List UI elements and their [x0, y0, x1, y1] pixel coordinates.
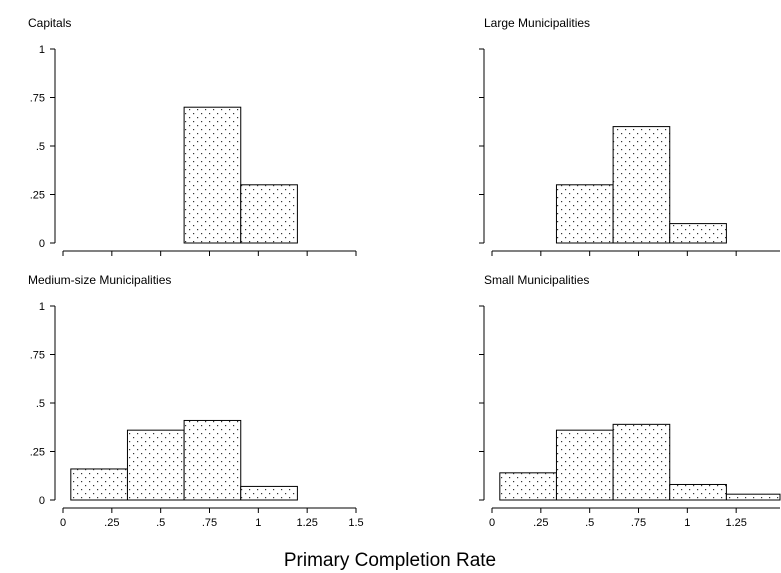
x-axis-title: Primary Completion Rate: [284, 550, 496, 571]
histogram-bar: [555, 429, 614, 501]
y-tick-label: .25: [30, 447, 45, 459]
histogram-bar: [555, 184, 614, 244]
panel-title: Medium-size Municipalities: [28, 273, 171, 287]
histogram-bar: [669, 223, 727, 244]
histogram-bar: [240, 485, 298, 501]
panel-2: Large Municipalities: [479, 16, 780, 256]
histogram-bar: [669, 483, 727, 501]
histogram-bar: [612, 126, 671, 244]
x-tick-label: 1.5: [348, 517, 363, 529]
x-tick-label: .75: [631, 517, 646, 529]
panel-3: Medium-size Municipalities 0 .25 .5 .75 1 0 .25…: [28, 273, 364, 529]
histogram-bar: [612, 423, 671, 501]
histogram-bar: [499, 472, 557, 501]
panel-title: Capitals: [28, 16, 71, 30]
histogram-bar: [240, 184, 298, 244]
x-tick-label: 0: [489, 517, 495, 529]
y-tick-label: 1: [39, 44, 45, 56]
panel-1: Capitals 0 .25 .5 .75 1: [28, 16, 357, 256]
x-tick-label: 1.25: [725, 517, 746, 529]
y-tick-label: 1: [39, 301, 45, 313]
y-tick-label: .75: [30, 93, 45, 105]
y-tick-label: 0: [39, 238, 45, 250]
histogram-bar: [183, 419, 242, 501]
x-tick-label: .5: [585, 517, 594, 529]
x-tick-label: .25: [104, 517, 119, 529]
y-tick-label: .5: [36, 141, 45, 153]
x-tick-label: 1: [684, 517, 690, 529]
x-tick-label: 1.25: [296, 517, 317, 529]
y-tick-label: .75: [30, 350, 45, 362]
histogram-bar: [183, 106, 242, 244]
y-tick-label: .25: [30, 190, 45, 202]
y-tick-label: 0: [39, 495, 45, 507]
x-tick-label: .5: [156, 517, 165, 529]
histogram-bar: [725, 493, 781, 501]
x-tick-label: .75: [202, 517, 217, 529]
x-tick-label: 0: [60, 517, 66, 529]
histogram-bar: [70, 468, 128, 501]
histogram-bar: [126, 429, 185, 501]
panel-title: Small Municipalities: [484, 273, 589, 287]
y-tick-label: .5: [36, 398, 45, 410]
x-tick-label: .25: [533, 517, 548, 529]
panel-4: Small Municipalities 0 .25 .5 .75 1 1.25: [479, 273, 781, 529]
panel-title: Large Municipalities: [484, 16, 590, 30]
x-tick-label: 1: [255, 517, 261, 529]
